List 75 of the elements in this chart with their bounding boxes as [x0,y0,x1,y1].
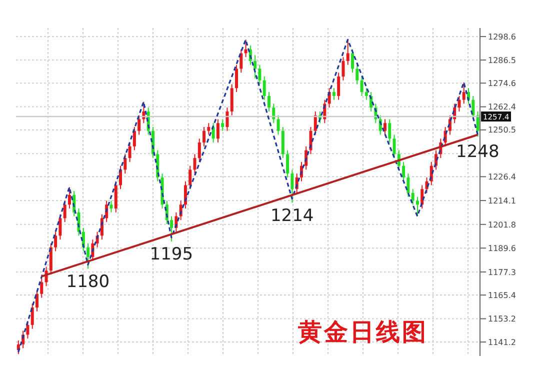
candlestick [132,126,136,151]
candlestick [207,122,210,136]
candlestick [332,88,336,100]
candlestick [411,188,414,206]
y-tick-label: 1189.6 [488,244,516,253]
candlestick [35,290,38,312]
candlestick [198,138,201,162]
candlestick [235,64,238,93]
candlestick [346,39,350,66]
y-tick-label: 1250.5 [488,126,516,135]
candlestick [30,303,34,330]
y-tick-label: 1298.6 [488,32,516,42]
candlestick [276,114,280,136]
candlestick [63,200,66,223]
y-tick-label: 1226.4 [488,172,516,182]
y-tick-label: 1177.3 [488,268,516,277]
y-tick-label: 1201.8 [488,220,516,230]
candlestick [138,114,141,136]
y-tick-label: 1274.6 [488,78,516,88]
candlestick [254,54,257,79]
candlestick [68,186,71,209]
candlestick [406,173,410,198]
y-tick-label: 1262.4 [488,102,516,112]
candlestick [342,56,345,81]
candlestick [240,48,243,74]
candlestick [472,95,475,120]
candlestick [476,110,480,138]
annotation: 1180 [66,272,110,292]
annotation: 1214 [270,206,314,226]
candlestick [221,118,224,132]
candlestick [286,150,290,178]
candlestick [216,118,220,144]
text: 黄金日线图 [298,316,428,348]
candlestick [230,84,234,116]
candlestick [40,278,44,298]
candlestick [383,118,386,136]
y-tick-label: 1214.1 [488,196,516,206]
candlestick [26,320,30,340]
candlestick [392,134,396,159]
candlestick [416,196,419,217]
candlestick [281,126,284,159]
y-tick-label: 1153.2 [488,314,516,324]
candlestick [114,180,118,213]
candlestick [290,169,294,204]
candlestick [272,103,276,124]
candlestick [124,154,127,174]
candlestick [54,231,58,252]
candlestick [110,200,113,213]
candlestick [258,64,262,85]
candlestick [314,110,317,136]
candlestick [351,48,354,74]
candlestick [462,82,466,104]
candlestick [170,216,174,242]
candlestick [337,72,340,100]
annotation: 1195 [150,244,194,265]
y-tick-label: 1165.4 [488,290,516,300]
candlestick [402,161,406,182]
candlestick [58,214,62,240]
candlestick [388,118,392,144]
candlestick [458,95,461,112]
candlestick [128,142,132,162]
candlestick [202,126,206,147]
candlestick [86,242,90,270]
candlestick [226,107,229,132]
candlestick [49,242,52,275]
y-tick-label: 1286.5 [488,56,516,65]
candlestick [262,76,266,100]
candlestick [364,88,368,100]
candlestick [119,165,122,190]
y-tick-label: 1141.2 [488,338,516,347]
candlestick [188,165,192,190]
candlestick [360,76,364,96]
candlestick [267,92,270,112]
candlestick [356,64,359,85]
candlestick [193,154,196,174]
